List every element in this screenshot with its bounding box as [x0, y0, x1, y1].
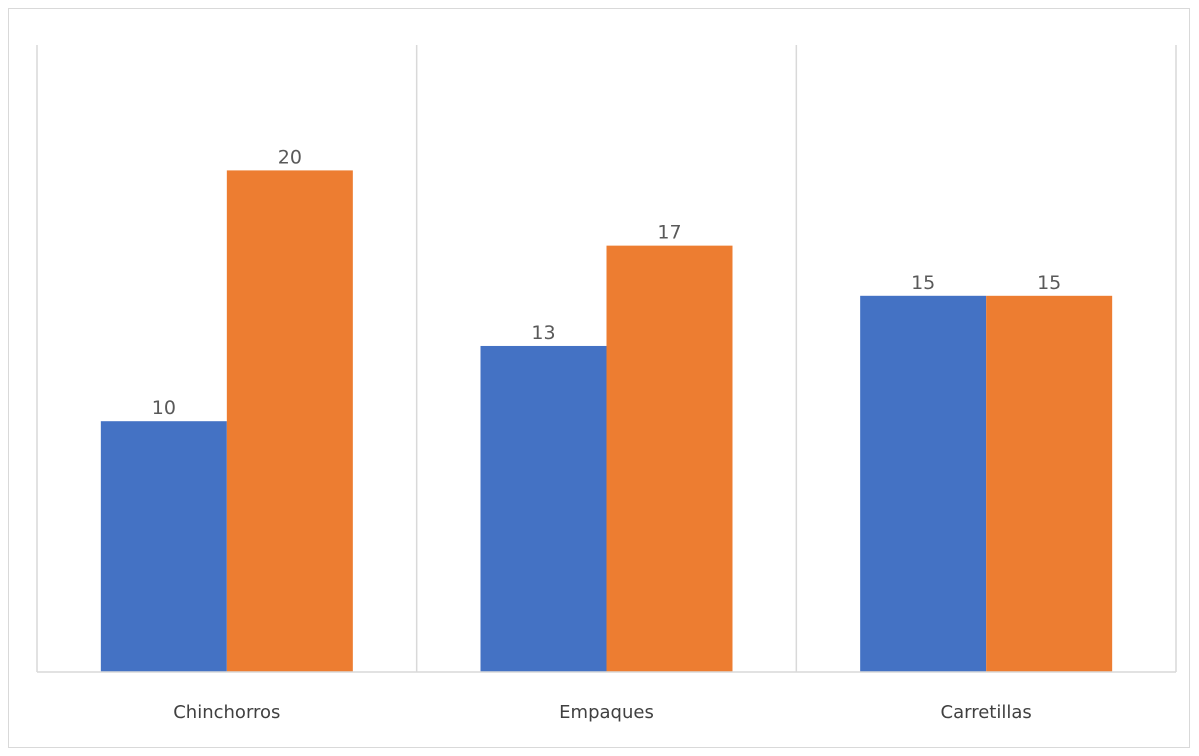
data-labels: 10 20 13 17 15 15 [152, 146, 1062, 419]
x-tick-label: Empaques [559, 702, 654, 723]
bars [100, 170, 1113, 672]
bar [480, 345, 607, 672]
data-label: 10 [152, 397, 176, 419]
data-label: 20 [278, 146, 302, 168]
bar [986, 295, 1113, 672]
data-label: 13 [531, 322, 555, 344]
x-axis: Chinchorros Empaques Carretillas [37, 671, 1176, 723]
bar [860, 295, 987, 672]
bar [606, 245, 733, 672]
x-tick-label: Chinchorros [173, 702, 280, 723]
x-tick-label: Carretillas [941, 702, 1032, 723]
bar [100, 421, 227, 672]
data-label: 15 [1037, 272, 1061, 294]
data-label: 17 [657, 222, 681, 244]
bar [226, 170, 353, 672]
data-label: 15 [911, 272, 935, 294]
category-gridlines [36, 45, 1177, 672]
